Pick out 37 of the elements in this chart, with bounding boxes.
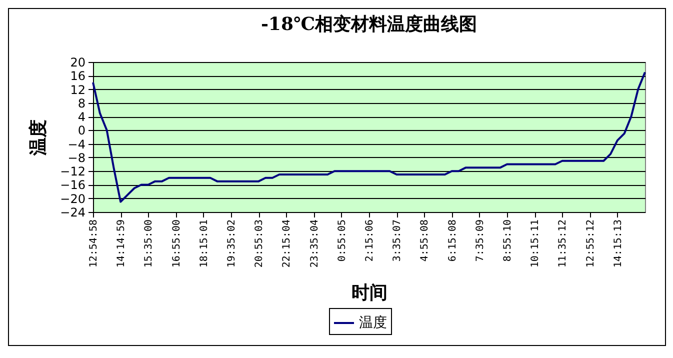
y-tick-label: 20 (70, 56, 86, 70)
y-tick-label: −8 (68, 150, 86, 165)
x-tick-label: 12:55:12 (585, 220, 596, 268)
x-tick-label: 10:15:11 (530, 220, 542, 268)
y-tick-label: 8 (78, 96, 86, 110)
x-tick-label: 2:15:06 (364, 220, 376, 262)
y-tick-label: 12 (70, 82, 86, 97)
x-tick-label: 3:35:07 (392, 220, 404, 262)
x-tick-label: 12:54:58 (88, 220, 100, 268)
x-axis-title: 时间 (352, 282, 388, 304)
x-tick-label: 22:15:04 (282, 220, 293, 268)
y-tick-label: 0 (78, 124, 86, 138)
x-tick-label: 20:55:03 (254, 220, 266, 268)
y-tick-label: −20 (60, 192, 86, 206)
x-tick-label: 18:15:01 (198, 220, 210, 268)
y-tick-label: 4 (78, 110, 86, 124)
legend-label: 温度 (359, 315, 387, 331)
y-tick-label: −16 (60, 178, 86, 192)
x-tick-label: 14:14:59 (116, 220, 128, 268)
line-series (92, 71, 646, 203)
x-tick-label: 23:35:04 (309, 220, 320, 268)
y-tick-label: 16 (70, 69, 86, 84)
x-tick-label: 6:15:08 (447, 220, 458, 262)
y-axis-title: 温度 (28, 120, 50, 156)
chart-title: -18℃相变材料温度曲线图 (260, 14, 478, 35)
x-tick-label: 15:35:00 (144, 220, 155, 268)
x-tick-label: 8:55:10 (502, 220, 514, 262)
x-tick-label: 7:35:09 (474, 220, 486, 262)
y-tick-label: −4 (68, 137, 86, 152)
x-tick-label: 11:35:12 (558, 220, 569, 268)
y-tick-label: −24 (60, 206, 86, 220)
x-tick-label: 16:55:00 (171, 220, 182, 268)
x-tick-label: 14:15:13 (612, 220, 624, 268)
x-tick-label: 0:55:05 (336, 220, 348, 262)
x-tick-label: 19:35:02 (226, 220, 238, 268)
x-tick-label: 4:55:08 (420, 220, 431, 262)
y-tick-label: −12 (60, 164, 86, 179)
